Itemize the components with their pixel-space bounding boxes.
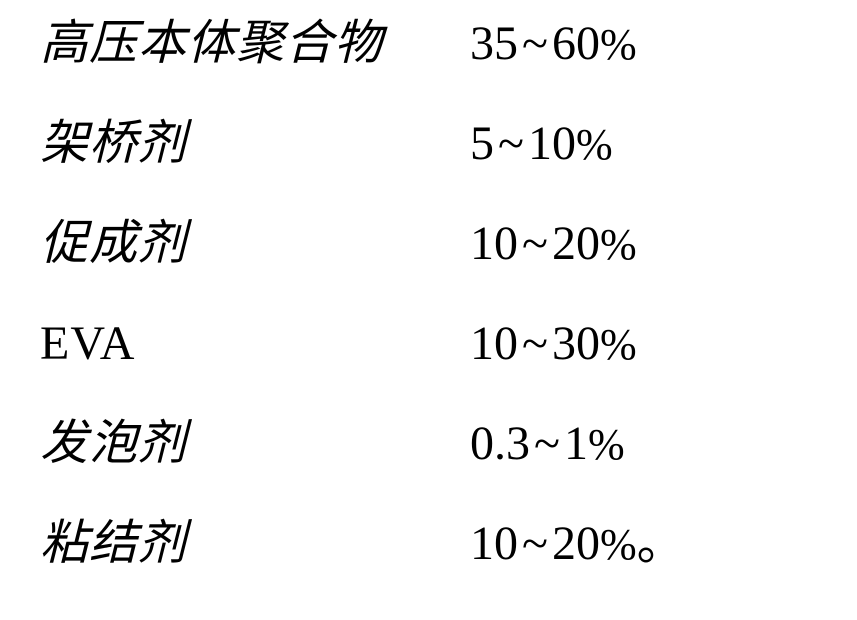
row-value: 5~10% — [470, 120, 613, 168]
row-label: 促成剂 — [40, 220, 470, 268]
row-label: 粘结剂 — [40, 520, 470, 568]
composition-table: 高压本体聚合物 35~60% 架桥剂 5~10% 促成剂 10~20% EVA … — [0, 0, 857, 620]
value-high: 30 — [552, 317, 600, 370]
percent-sign: % — [600, 520, 637, 569]
table-row: 架桥剂 5~10% — [40, 120, 817, 220]
row-label: EVA — [40, 320, 470, 368]
table-row: 发泡剂 0.3~1% — [40, 420, 817, 520]
value-high: 60 — [552, 17, 600, 70]
row-label: 发泡剂 — [40, 420, 470, 468]
table-row: 高压本体聚合物 35~60% — [40, 20, 817, 120]
row-value: 0.3~1% — [470, 420, 625, 468]
table-row: 促成剂 10~20% — [40, 220, 817, 320]
tilde: ~ — [530, 417, 564, 470]
row-label: 高压本体聚合物 — [40, 20, 470, 68]
percent-sign: % — [576, 120, 613, 169]
row-label: 架桥剂 — [40, 120, 470, 168]
tilde: ~ — [518, 517, 552, 570]
row-label-text: EVA — [40, 317, 135, 370]
row-value: 10~20%。 — [470, 520, 685, 568]
percent-sign: % — [600, 20, 637, 69]
value-low: 10 — [470, 317, 518, 370]
table-row: 粘结剂 10~20%。 — [40, 520, 817, 620]
row-value: 10~20% — [470, 220, 637, 268]
value-low: 0.3 — [470, 417, 530, 470]
suffix: 。 — [637, 517, 685, 570]
tilde: ~ — [518, 217, 552, 270]
percent-sign: % — [600, 320, 637, 369]
value-high: 10 — [528, 117, 576, 170]
value-high: 1 — [564, 417, 588, 470]
tilde: ~ — [518, 317, 552, 370]
value-low: 10 — [470, 217, 518, 270]
value-low: 10 — [470, 517, 518, 570]
value-high: 20 — [552, 217, 600, 270]
row-value: 35~60% — [470, 20, 637, 68]
value-high: 20 — [552, 517, 600, 570]
value-low: 5 — [470, 117, 494, 170]
percent-sign: % — [588, 420, 625, 469]
percent-sign: % — [600, 220, 637, 269]
tilde: ~ — [518, 17, 552, 70]
tilde: ~ — [494, 117, 528, 170]
table-row: EVA 10~30% — [40, 320, 817, 420]
row-value: 10~30% — [470, 320, 637, 368]
value-low: 35 — [470, 17, 518, 70]
